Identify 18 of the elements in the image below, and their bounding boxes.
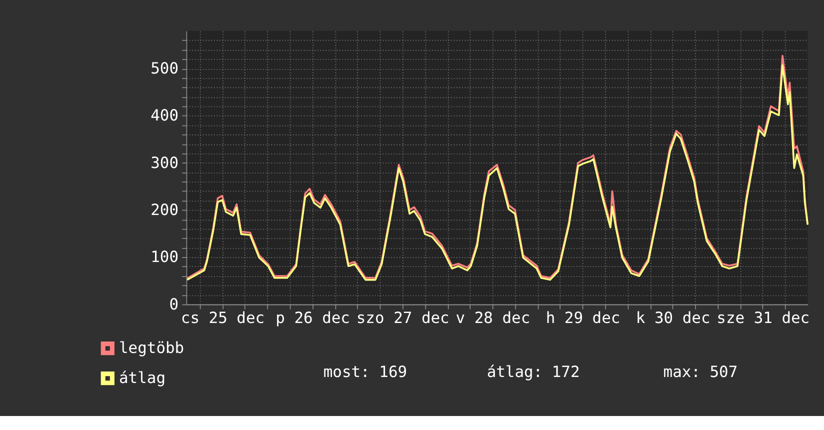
- x-tick-label: cs 25 dec: [180, 308, 265, 327]
- y-tick-label: 100: [150, 248, 179, 266]
- text: átlag: 172: [486, 362, 580, 381]
- y-tick-label: 300: [150, 154, 179, 172]
- x-tick-label: p 26 dec: [276, 308, 350, 327]
- x-tick-label: sze 31 dec: [716, 308, 810, 327]
- x-tick-label: v 28 dec: [456, 308, 530, 327]
- y-tick-label: 200: [150, 201, 179, 219]
- x-tick-label: k 30 dec: [636, 308, 710, 327]
- x-tick-label: h 29 dec: [546, 308, 620, 327]
- text: most: 169: [323, 362, 408, 381]
- x-tick-label: szo 27 dec: [356, 308, 450, 327]
- text: max: 507: [663, 362, 738, 381]
- y-tick-label: 500: [150, 60, 179, 78]
- legend-label: legtöbb: [119, 338, 184, 357]
- legend-label: átlag: [119, 368, 166, 387]
- y-tick-label: 400: [150, 106, 179, 125]
- y-tick-label: 0: [169, 295, 179, 314]
